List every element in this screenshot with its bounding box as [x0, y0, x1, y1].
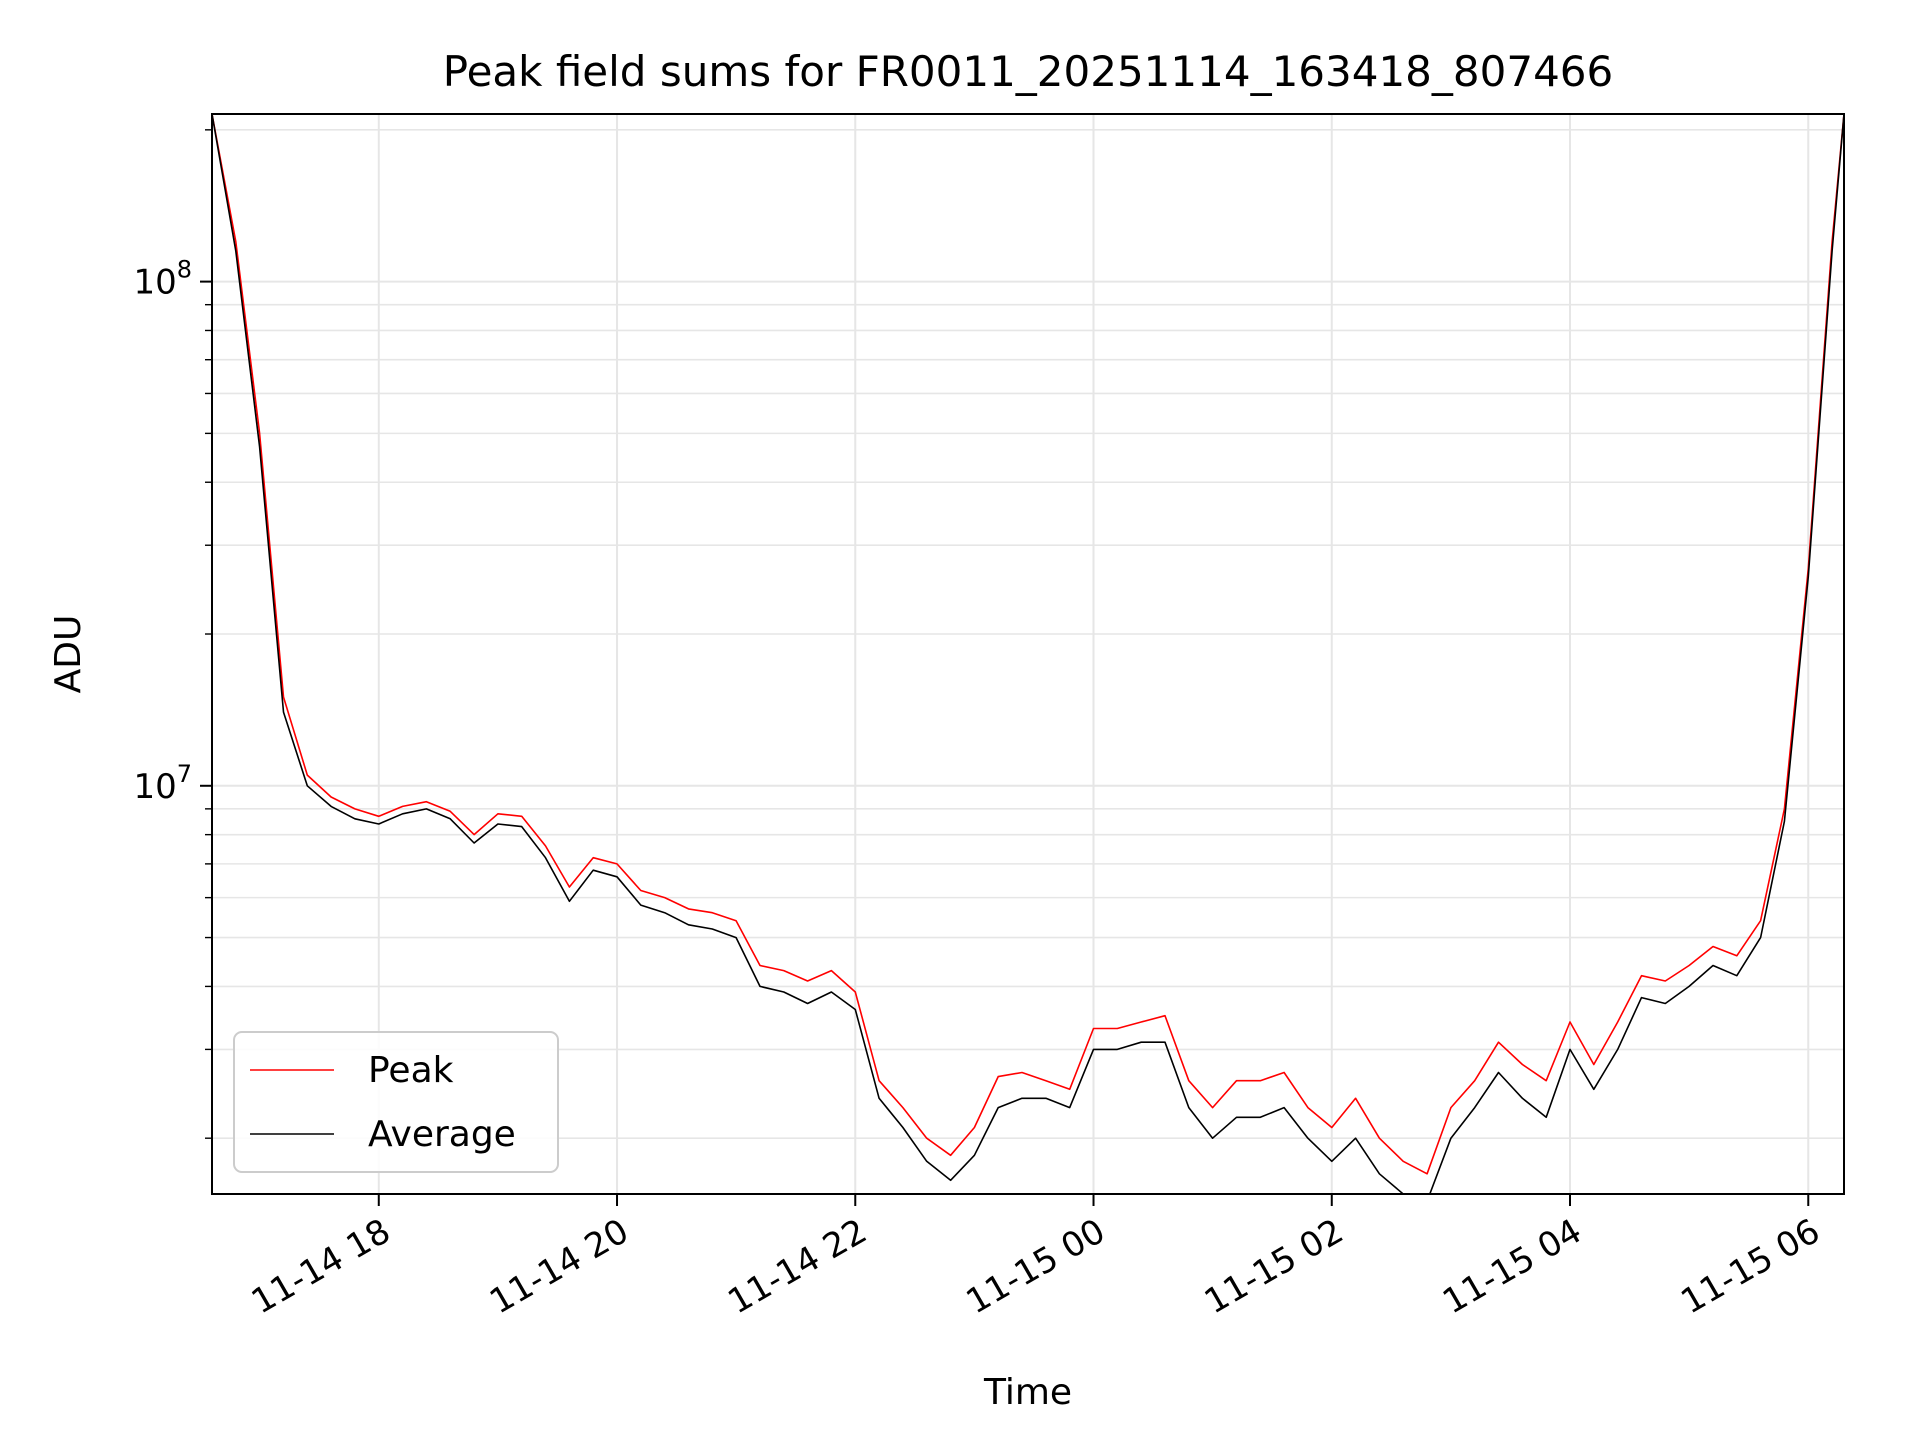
series-lines	[212, 114, 1844, 1194]
series-line-average	[212, 114, 1844, 1194]
y-axis-ticks: 107 108	[133, 129, 212, 1139]
grid-lines	[212, 114, 1844, 1194]
y-axis-label: ADU	[48, 615, 89, 694]
legend-label-average: Average	[368, 1114, 516, 1155]
legend-box	[233, 1031, 559, 1173]
x-axis-label: Time	[983, 1372, 1072, 1413]
legend-label-peak: Peak	[368, 1050, 454, 1091]
y-tick-label: 108	[133, 256, 192, 303]
y-tick-label: 107	[133, 760, 192, 807]
chart-title: Peak field sums for FR0011_20251114_1634…	[443, 47, 1613, 96]
legend: Peak Average	[233, 1031, 559, 1173]
plot-frame	[211, 113, 1845, 1195]
series-line-peak	[212, 114, 1844, 1175]
